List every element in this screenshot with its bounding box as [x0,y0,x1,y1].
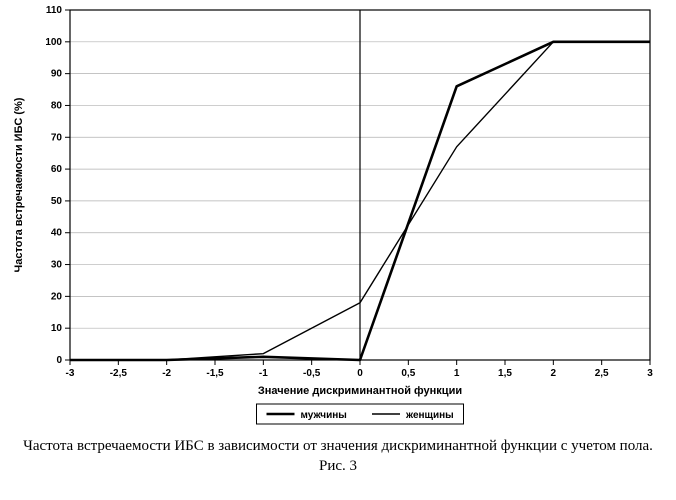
caption-text: Частота встречаемости ИБС в зависимости … [23,438,653,454]
svg-text:-3: -3 [66,368,75,379]
svg-text:2: 2 [551,368,557,379]
svg-text:110: 110 [46,5,63,16]
chart-container: -3-2,5-2-1,5-1-0,500,511,522,53010203040… [0,0,676,430]
svg-text:30: 30 [51,260,63,271]
svg-text:-1,5: -1,5 [206,368,224,379]
svg-text:3: 3 [647,368,653,379]
svg-text:0: 0 [357,368,363,379]
svg-text:-1: -1 [259,368,268,379]
svg-text:80: 80 [51,100,63,111]
svg-text:40: 40 [51,228,63,239]
svg-text:Значение дискриминантной функц: Значение дискриминантной функции [258,385,462,397]
svg-text:100: 100 [45,37,62,48]
svg-text:женщины: женщины [405,410,454,421]
svg-text:-0,5: -0,5 [303,368,321,379]
svg-text:90: 90 [51,69,63,80]
page: -3-2,5-2-1,5-1-0,500,511,522,53010203040… [0,0,676,500]
line-chart: -3-2,5-2-1,5-1-0,500,511,522,53010203040… [0,0,676,430]
svg-text:1,5: 1,5 [498,368,512,379]
svg-text:70: 70 [51,132,63,143]
svg-text:0,5: 0,5 [401,368,415,379]
svg-text:1: 1 [454,368,460,379]
svg-text:-2,5: -2,5 [110,368,128,379]
svg-text:10: 10 [51,323,63,334]
svg-text:2,5: 2,5 [595,368,609,379]
svg-text:20: 20 [51,291,63,302]
svg-text:-2: -2 [162,368,171,379]
svg-text:0: 0 [56,355,62,366]
figure-number: Рис. 3 [319,458,357,474]
svg-text:Частота встречаемости ИБС (%): Частота встречаемости ИБС (%) [13,97,25,272]
figure-caption: Частота встречаемости ИБС в зависимости … [0,436,676,477]
svg-text:60: 60 [51,164,63,175]
svg-text:мужчины: мужчины [301,410,347,421]
svg-text:50: 50 [51,196,63,207]
